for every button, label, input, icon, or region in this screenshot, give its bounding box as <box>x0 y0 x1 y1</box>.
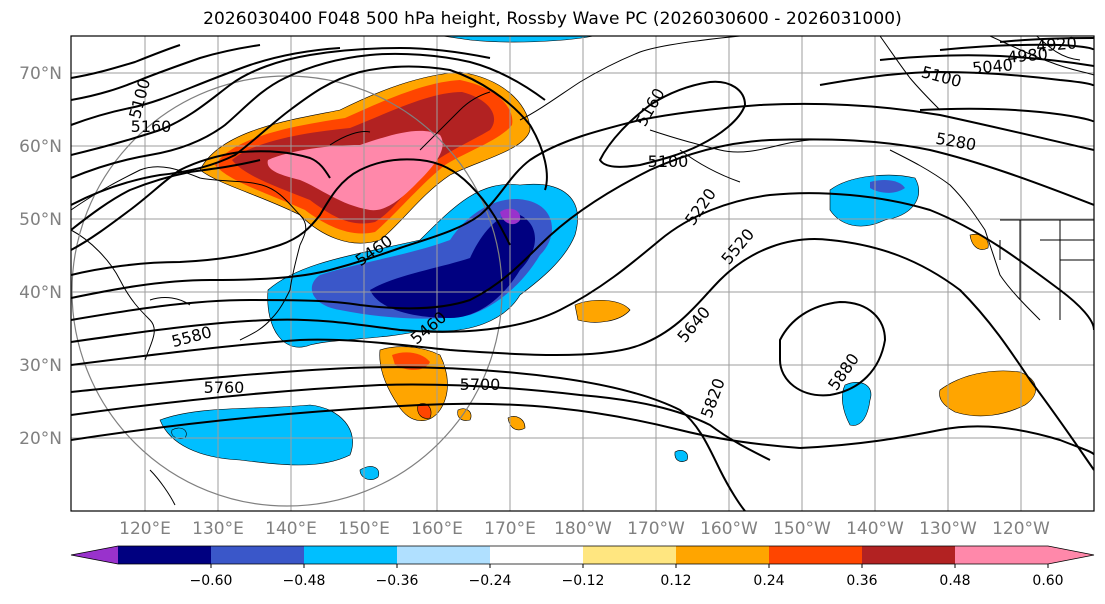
contour-label: 5220 <box>681 185 720 229</box>
lon-label: 170°E <box>484 519 536 539</box>
map-frame <box>70 35 1095 512</box>
contour-label: 5520 <box>717 225 758 268</box>
lon-label: 120°W <box>992 519 1050 539</box>
map-fields: 5100 5160 5160 5100 5280 5220 5520 5640 … <box>71 33 1094 511</box>
map-title: 2026030400 F048 500 hPa height, Rossby W… <box>203 9 902 29</box>
contour-label: 5760 <box>204 378 245 397</box>
colorbar-under-triangle <box>71 546 118 564</box>
contour-label: 5160 <box>131 117 172 136</box>
lon-label: 170°W <box>627 519 685 539</box>
colorbar-tick-label: 0.36 <box>846 573 877 589</box>
lon-label: 180°W <box>554 519 612 539</box>
lat-label: 70°N <box>19 64 62 84</box>
lat-label: 20°N <box>19 429 62 449</box>
lon-label: 130°W <box>919 519 977 539</box>
contour-label: 5100 <box>919 62 963 91</box>
height-contours <box>71 37 1094 511</box>
colorbar-bin <box>397 546 491 564</box>
contour-label: 5040 <box>971 55 1013 77</box>
colorbar-over-triangle <box>1048 546 1094 564</box>
lon-label: 120°E <box>119 519 171 539</box>
colorbar-bin <box>769 546 863 564</box>
colorbar-tick-label: 0.60 <box>1032 573 1063 589</box>
colorbar-tick-label: −0.24 <box>469 573 512 589</box>
colorbar-bin <box>118 546 212 564</box>
colorbar-bin <box>490 546 584 564</box>
contour-label: 4920 <box>1035 33 1077 55</box>
contour-label: 5280 <box>934 129 977 155</box>
latitude-labels: 70°N 60°N 50°N 40°N 30°N 20°N <box>19 64 62 449</box>
colorbar-tick-label: −0.60 <box>190 573 233 589</box>
lon-label: 150°W <box>773 519 831 539</box>
contour-labels: 5100 5160 5160 5100 5280 5220 5520 5640 … <box>125 33 1077 421</box>
lon-label: 160°E <box>411 519 463 539</box>
colorbar-tick-label: 0.48 <box>939 573 970 589</box>
colorbar-bin <box>955 546 1049 564</box>
colorbar-tick-label: −0.12 <box>562 573 605 589</box>
contour-label: 4980 <box>1006 44 1048 66</box>
lon-label: 150°E <box>338 519 390 539</box>
colorbar-bin <box>862 546 956 564</box>
contour-label: 5640 <box>673 303 714 346</box>
contour-label: 5700 <box>460 375 501 394</box>
colorbar-bin <box>676 546 770 564</box>
coastlines <box>71 36 1094 506</box>
contour-label: 5820 <box>697 376 729 421</box>
lon-label: 130°E <box>192 519 244 539</box>
contour-label: 5160 <box>632 85 669 130</box>
longitude-labels: 120°E 130°E 140°E 150°E 160°E 170°E 180°… <box>119 519 1050 539</box>
colorbar-outline <box>70 545 1095 565</box>
lat-label: 60°N <box>19 137 62 157</box>
colorbar: −0.60 −0.48 −0.36 −0.24 −0.12 0.12 0.24 0.36 0.4… <box>70 545 1095 589</box>
lat-label: 30°N <box>19 356 62 376</box>
lon-label: 140°E <box>265 519 317 539</box>
colorbar-tick-label: 0.12 <box>660 573 691 589</box>
colorbar-tick-label: 0.24 <box>753 573 784 589</box>
graticule <box>71 36 1094 511</box>
colorbar-bin <box>304 546 398 564</box>
colorbar-bin <box>583 546 677 564</box>
contour-label: 5100 <box>648 152 689 171</box>
colorbar-bin <box>211 546 305 564</box>
colorbar-tick-label: −0.36 <box>376 573 419 589</box>
lat-label: 40°N <box>19 283 62 303</box>
lon-label: 140°W <box>846 519 904 539</box>
lon-label: 160°W <box>700 519 758 539</box>
lat-label: 50°N <box>19 210 62 230</box>
contour-label: 5580 <box>169 322 213 351</box>
colorbar-tick-label: −0.48 <box>283 573 326 589</box>
